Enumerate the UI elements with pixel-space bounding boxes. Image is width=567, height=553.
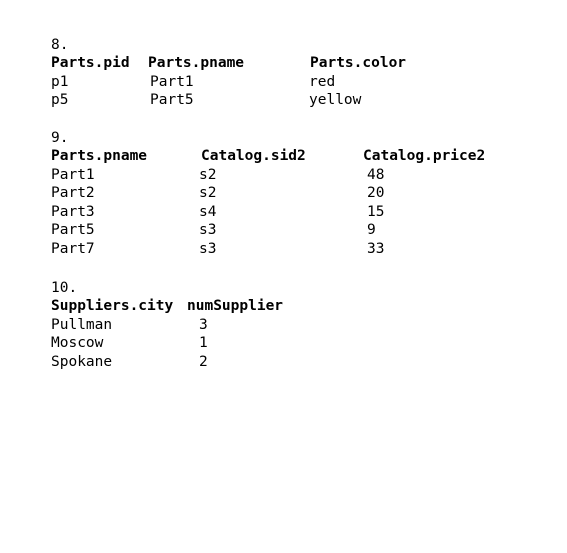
table-cell: 2: [199, 353, 208, 370]
table-cell: Part1: [150, 73, 194, 90]
table-header-row: Parts.pname Catalog.sid2 Catalog.price2: [51, 147, 485, 166]
table-cell: 33: [367, 240, 385, 257]
table-cell: s4: [199, 203, 217, 220]
column-header: Parts.pname: [51, 148, 148, 164]
table-row: Spokane 2: [51, 353, 208, 372]
column-header: Parts.color: [310, 55, 407, 71]
table-row: Moscow 1: [51, 334, 208, 353]
table-header-row: Parts.pid Parts.pname Parts.color: [51, 54, 406, 73]
table-cell: s2: [199, 185, 217, 202]
table-row: Pullman 3: [51, 316, 208, 335]
table-cell: p1: [51, 73, 69, 90]
section-number: 9.: [51, 130, 69, 146]
table-cell: 3: [199, 316, 208, 333]
table-row: Part3 s4 15: [51, 203, 384, 222]
table-cell: 9: [367, 222, 376, 239]
result-section-8: 8. Parts.pid Parts.pname Parts.color p1 …: [51, 36, 406, 110]
table-cell: 1: [199, 335, 208, 352]
table-cell: yellow: [309, 92, 362, 109]
table-cell: red: [309, 73, 336, 90]
section-number: 8.: [51, 37, 69, 53]
table-cell: Part5: [51, 222, 95, 239]
table-cell: Part2: [51, 185, 95, 202]
table-row: Part1 s2 48: [51, 166, 384, 185]
table-row: Part5 s3 9: [51, 221, 376, 240]
column-header: Parts.pname: [148, 55, 245, 71]
table-row: p1 Part1 red: [51, 73, 335, 92]
result-section-9: 9. Parts.pname Catalog.sid2 Catalog.pric…: [51, 129, 485, 259]
result-section-10: 10. Suppliers.city numSupplier Pullman 3…: [51, 279, 283, 372]
table-row: p5 Part5 yellow: [51, 91, 361, 110]
table-cell: Part3: [51, 203, 95, 220]
table-cell: 48: [367, 166, 385, 183]
table-cell: Spokane: [51, 353, 113, 370]
column-header: Suppliers.city: [51, 298, 174, 314]
table-cell: 15: [367, 203, 385, 220]
table-cell: Part1: [51, 166, 95, 183]
column-header: Catalog.price2: [363, 148, 486, 164]
table-cell: Pullman: [51, 316, 113, 333]
table-cell: 20: [367, 185, 385, 202]
column-header: Parts.pid: [51, 55, 130, 71]
table-cell: p5: [51, 92, 69, 109]
table-cell: s3: [199, 240, 217, 257]
table-row: Part2 s2 20: [51, 184, 384, 203]
section-number: 10.: [51, 280, 78, 296]
table-cell: Part5: [150, 92, 194, 109]
table-header-row: Suppliers.city numSupplier: [51, 297, 283, 316]
table-cell: s3: [199, 222, 217, 239]
table-cell: s2: [199, 166, 217, 183]
column-header: Catalog.sid2: [201, 148, 306, 164]
table-cell: Moscow: [51, 335, 104, 352]
table-cell: Part7: [51, 240, 95, 257]
column-header: numSupplier: [187, 298, 284, 314]
table-row: Part7 s3 33: [51, 240, 384, 259]
